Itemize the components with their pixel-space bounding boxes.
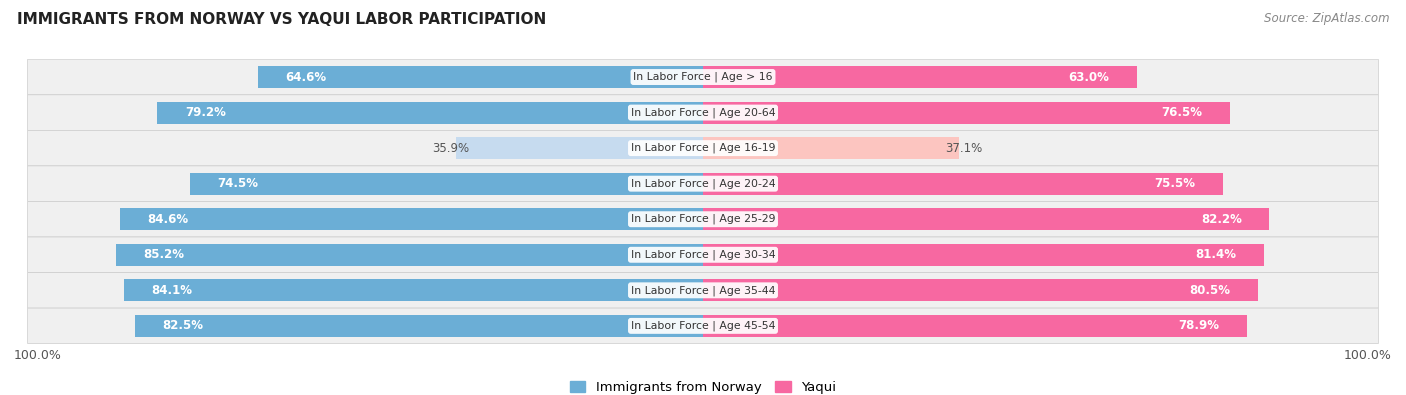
Legend: Immigrants from Norway, Yaqui: Immigrants from Norway, Yaqui [564, 376, 842, 395]
Text: 80.5%: 80.5% [1189, 284, 1230, 297]
FancyBboxPatch shape [28, 95, 1378, 130]
Text: 84.1%: 84.1% [152, 284, 193, 297]
Text: In Labor Force | Age 20-24: In Labor Force | Age 20-24 [631, 179, 775, 189]
Bar [456, 137, 703, 159]
Text: 78.9%: 78.9% [1178, 320, 1219, 332]
Text: 84.6%: 84.6% [148, 213, 188, 226]
FancyBboxPatch shape [28, 237, 1378, 273]
FancyBboxPatch shape [28, 201, 1378, 237]
Text: 79.2%: 79.2% [186, 106, 226, 119]
FancyBboxPatch shape [28, 273, 1378, 308]
Text: IMMIGRANTS FROM NORWAY VS YAQUI LABOR PARTICIPATION: IMMIGRANTS FROM NORWAY VS YAQUI LABOR PA… [17, 12, 546, 27]
Text: 81.4%: 81.4% [1195, 248, 1236, 261]
Bar [703, 244, 1264, 266]
Text: 85.2%: 85.2% [143, 248, 184, 261]
Bar [124, 279, 703, 301]
Text: Source: ZipAtlas.com: Source: ZipAtlas.com [1264, 12, 1389, 25]
Bar [703, 66, 1137, 88]
Text: 82.2%: 82.2% [1201, 213, 1241, 226]
Bar [117, 244, 703, 266]
Bar [703, 173, 1223, 195]
Text: In Labor Force | Age > 16: In Labor Force | Age > 16 [633, 72, 773, 82]
Text: In Labor Force | Age 45-54: In Labor Force | Age 45-54 [631, 321, 775, 331]
Text: In Labor Force | Age 35-44: In Labor Force | Age 35-44 [631, 285, 775, 295]
Text: 35.9%: 35.9% [432, 142, 470, 154]
FancyBboxPatch shape [28, 130, 1378, 166]
Bar [703, 137, 959, 159]
Text: 82.5%: 82.5% [162, 320, 204, 332]
Bar [703, 102, 1230, 124]
Text: In Labor Force | Age 16-19: In Labor Force | Age 16-19 [631, 143, 775, 153]
Bar [703, 208, 1270, 230]
Bar [257, 66, 703, 88]
Bar [703, 315, 1247, 337]
Text: 74.5%: 74.5% [218, 177, 259, 190]
Text: 75.5%: 75.5% [1154, 177, 1195, 190]
Text: 64.6%: 64.6% [285, 71, 326, 83]
Bar [703, 279, 1257, 301]
Bar [120, 208, 703, 230]
FancyBboxPatch shape [28, 59, 1378, 95]
FancyBboxPatch shape [28, 166, 1378, 201]
Text: In Labor Force | Age 30-34: In Labor Force | Age 30-34 [631, 250, 775, 260]
Text: In Labor Force | Age 20-64: In Labor Force | Age 20-64 [631, 107, 775, 118]
FancyBboxPatch shape [28, 308, 1378, 344]
Text: 63.0%: 63.0% [1069, 71, 1109, 83]
Text: 100.0%: 100.0% [1344, 349, 1392, 362]
Bar [135, 315, 703, 337]
Bar [190, 173, 703, 195]
Bar [157, 102, 703, 124]
Text: In Labor Force | Age 25-29: In Labor Force | Age 25-29 [631, 214, 775, 224]
Text: 76.5%: 76.5% [1161, 106, 1202, 119]
Text: 37.1%: 37.1% [945, 142, 981, 154]
Text: 100.0%: 100.0% [14, 349, 62, 362]
